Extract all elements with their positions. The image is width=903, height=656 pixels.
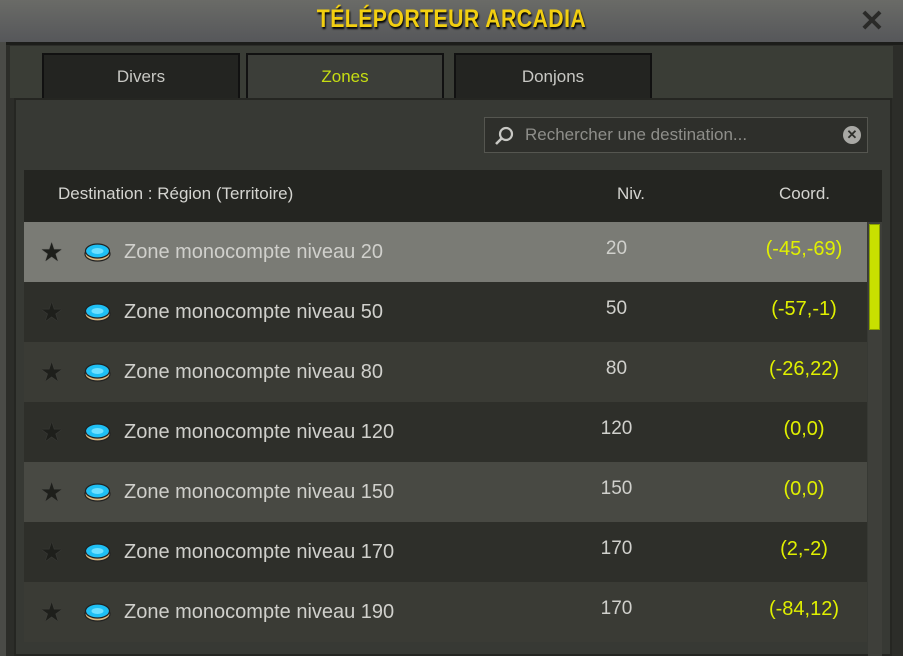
destination-coord: (-45,-69) [765, 238, 843, 260]
title-bar: TÉLÉPORTEUR ARCADIA ✕ [0, 0, 903, 42]
destination-name: Zone monocompte niveau 190 [124, 601, 395, 623]
favorite-star-icon[interactable]: ★ [40, 357, 64, 387]
zaap-icon [84, 303, 111, 322]
table-row[interactable]: ★ Zone monocompte niveau 190 170 (-84,12… [24, 582, 867, 642]
destination-name: Zone monocompte niveau 80 [124, 361, 384, 383]
zaap-icon [84, 543, 111, 562]
table-row[interactable]: ★ Zone monocompte niveau 120 120 (0,0) [24, 402, 867, 462]
destination-name: Zone monocompte niveau 150 [124, 481, 395, 503]
favorite-star-icon[interactable]: ★ [40, 297, 64, 327]
table-row[interactable]: ★ Zone monocompte niveau 150 150 (0,0) [24, 462, 867, 522]
clear-search-icon[interactable]: ✕ [843, 126, 861, 144]
destination-coord: (-57,-1) [771, 298, 837, 320]
destination-level: 170 [600, 538, 633, 559]
search-box: ✕ [484, 117, 868, 153]
table-row[interactable]: ★ Zone monocompte niveau 20 20 (-45,-69) [24, 222, 867, 282]
search-input[interactable] [525, 118, 825, 152]
destination-coord: (2,-2) [780, 538, 828, 560]
destination-level: 80 [605, 358, 628, 379]
destination-level: 150 [600, 478, 633, 499]
window-title: TÉLÉPORTEUR ARCADIA [316, 5, 587, 33]
favorite-star-icon[interactable]: ★ [40, 597, 64, 627]
header-level[interactable]: Niv. [617, 184, 646, 203]
header-destination[interactable]: Destination : Région (Territoire) [58, 184, 294, 203]
zaap-icon [84, 483, 111, 502]
table-row[interactable]: ★ Zone monocompte niveau 50 50 (-57,-1) [24, 282, 867, 342]
zaap-icon [84, 603, 111, 622]
destination-level: 120 [600, 418, 633, 439]
zaap-icon [84, 243, 111, 262]
destination-name: Zone monocompte niveau 20 [124, 241, 384, 263]
search-icon [495, 126, 514, 145]
destination-level: 50 [605, 298, 628, 319]
destination-list: ★ Zone monocompte niveau 20 20 (-45,-69)… [24, 222, 867, 642]
favorite-star-icon[interactable]: ★ [40, 237, 64, 267]
favorite-star-icon[interactable]: ★ [40, 477, 64, 507]
tab-zones[interactable]: Zones [246, 53, 444, 101]
favorite-star-icon[interactable]: ★ [40, 417, 64, 447]
destination-coord: (0,0) [783, 478, 825, 500]
destination-level: 170 [600, 598, 633, 619]
destination-coord: (-26,22) [768, 358, 840, 380]
zaap-icon [84, 423, 111, 442]
destination-name: Zone monocompte niveau 120 [124, 421, 395, 443]
close-icon[interactable]: ✕ [859, 5, 885, 38]
table-row[interactable]: ★ Zone monocompte niveau 80 80 (-26,22) [24, 342, 867, 402]
destination-level: 20 [605, 238, 628, 259]
favorite-star-icon[interactable]: ★ [40, 537, 64, 567]
tab-donjons[interactable]: Donjons [454, 53, 652, 98]
table-header: Destination : Région (Territoire) Niv. C… [24, 170, 882, 222]
destination-coord: (-84,12) [768, 598, 840, 620]
destination-name: Zone monocompte niveau 50 [124, 301, 384, 323]
header-coord[interactable]: Coord. [779, 184, 831, 203]
scrollbar[interactable] [868, 222, 882, 656]
table-row[interactable]: ★ Zone monocompte niveau 170 170 (2,-2) [24, 522, 867, 582]
tab-divers[interactable]: Divers [42, 53, 240, 98]
destination-coord: (0,0) [783, 418, 825, 440]
destination-name: Zone monocompte niveau 170 [124, 541, 395, 563]
scrollbar-thumb[interactable] [869, 224, 880, 330]
zaap-icon [84, 363, 111, 382]
